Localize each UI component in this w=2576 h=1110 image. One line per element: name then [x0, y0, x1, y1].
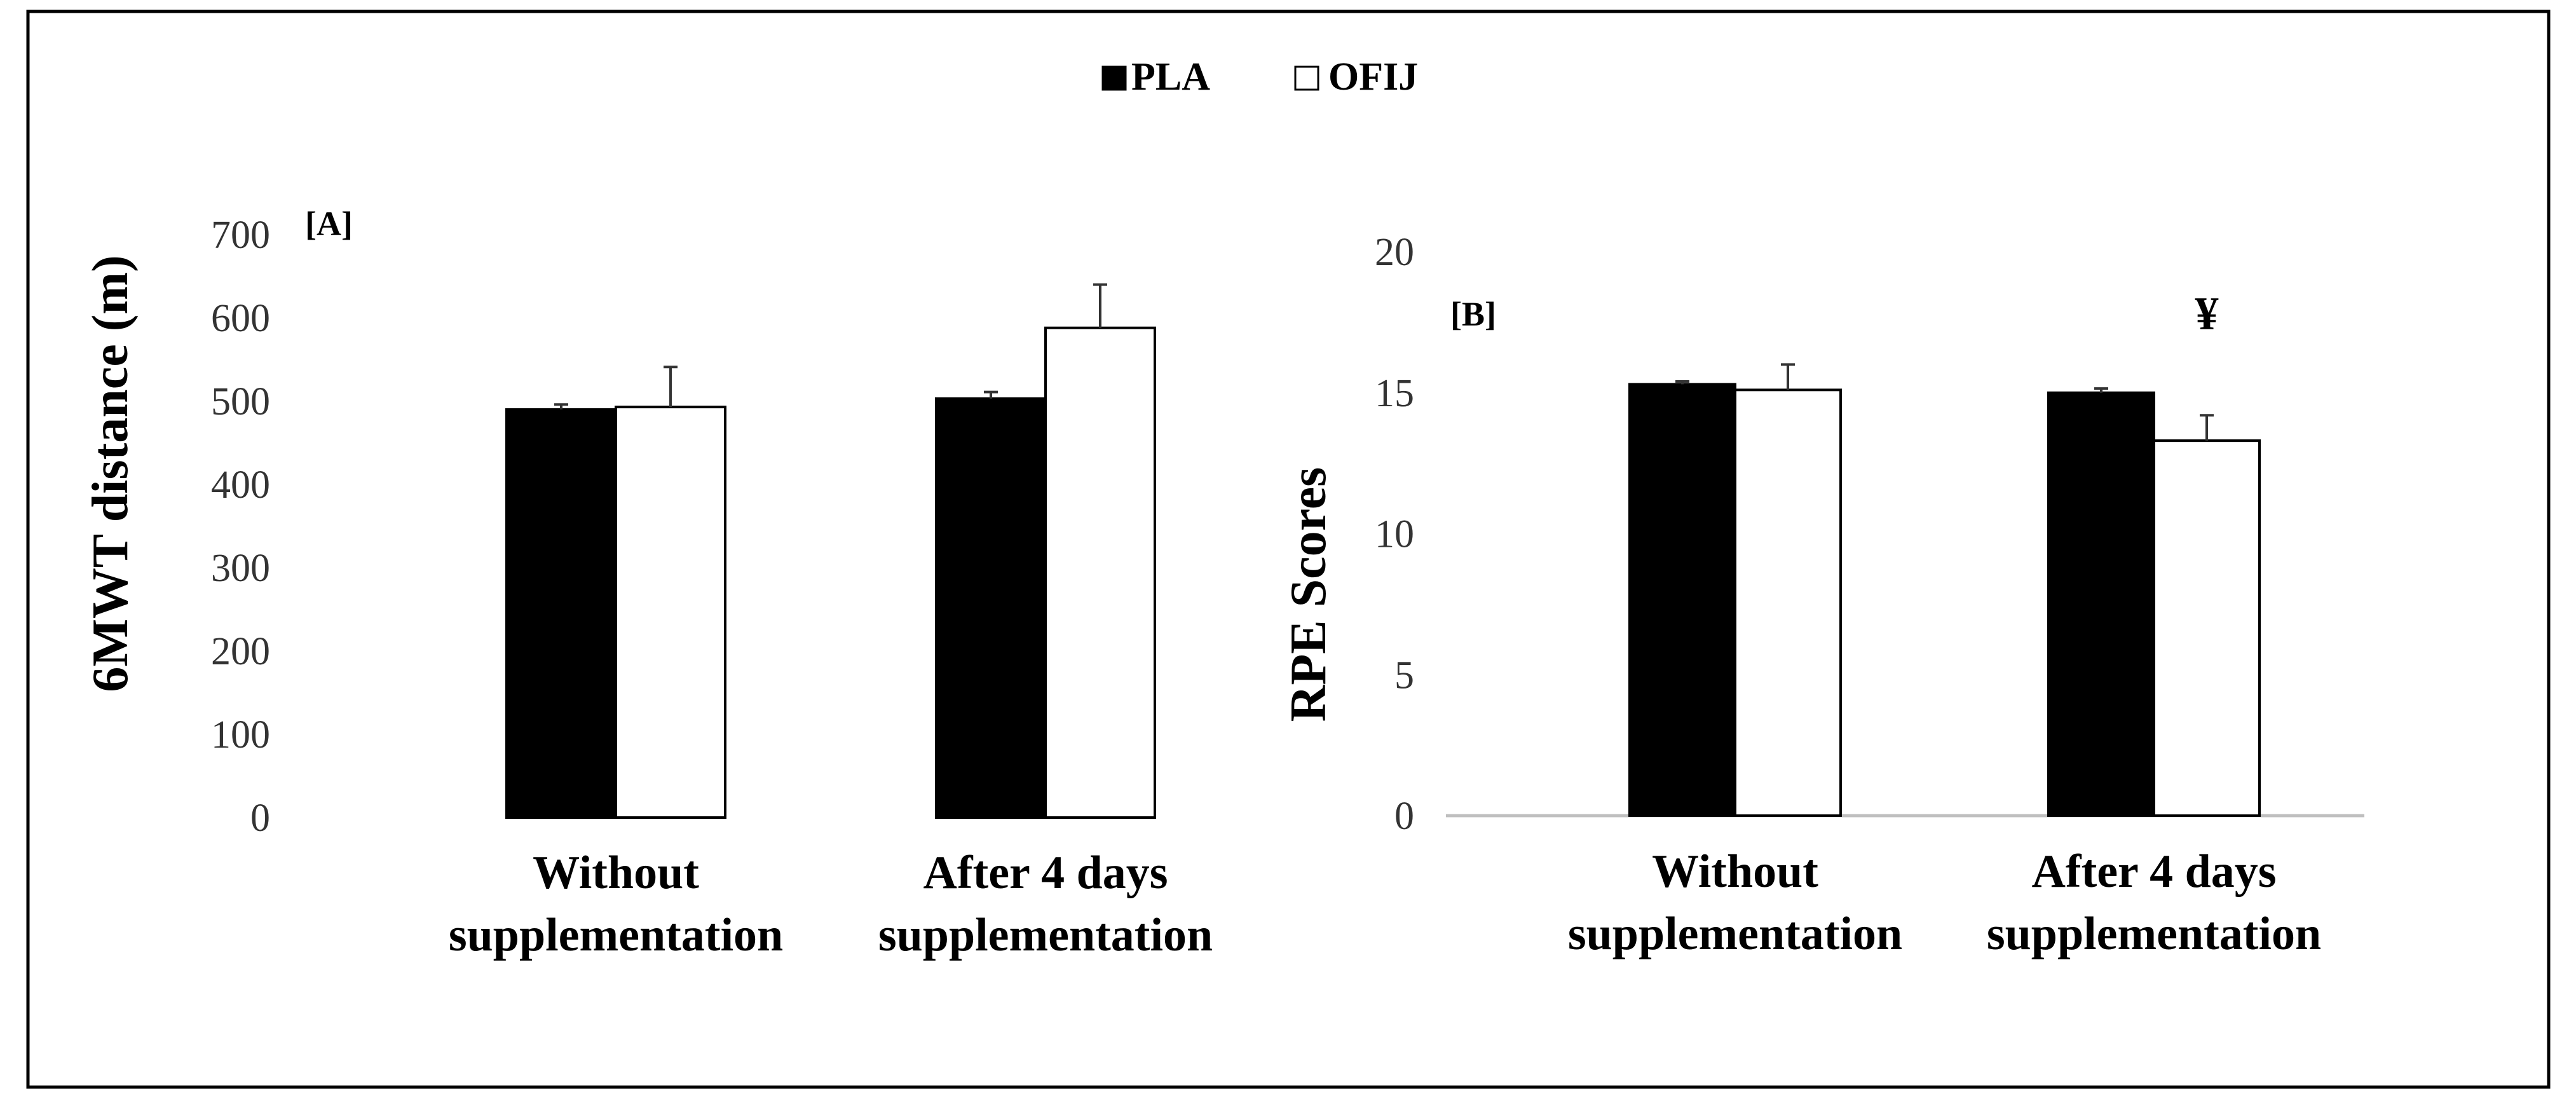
- panel-b-annotations: ¥: [2195, 288, 2219, 340]
- panel-b-y-tick-label: 0: [1394, 795, 1414, 838]
- panel-b-y-tick-label: 10: [1375, 513, 1414, 556]
- panel-a-y-tick-label: 600: [211, 297, 270, 340]
- chart-panel-a: [A] 6MWT distance (m) 0 100 200 300 400 500 60…: [83, 205, 1213, 961]
- panel-a-y-tick-label: 700: [211, 214, 270, 257]
- legend-label-ofij: OFIJ: [1328, 55, 1418, 99]
- panel-a-y-ticks: 0 100 200 300 400 500 600 700: [211, 214, 270, 840]
- panel-a-category-label: After 4 days: [923, 847, 1168, 899]
- panel-a-category-label: Without: [533, 847, 699, 899]
- panel-b-category-label: After 4 days: [2031, 846, 2276, 898]
- legend-swatch-pla: [1101, 65, 1127, 91]
- panel-a-category-labels: Without supplementation After 4 days supple…: [449, 847, 1213, 961]
- panel-a-y-tick-label: 300: [211, 547, 270, 590]
- panel-b-bar-ofij-2: [2153, 439, 2261, 817]
- panel-b-significance-mark: ¥: [2195, 288, 2219, 340]
- legend-swatch-ofij: [1294, 65, 1319, 91]
- panel-b-bar-ofij-1: [1734, 388, 1842, 817]
- panel-b-y-tick-label: 5: [1394, 654, 1414, 697]
- panel-a-y-tick-label: 500: [211, 380, 270, 423]
- panel-b-y-tick-label: 15: [1375, 372, 1414, 415]
- legend-label-pla: PLA: [1131, 55, 1210, 99]
- panel-a-label: [A]: [305, 205, 353, 243]
- chart-panel-b: [B] RPE Scores 0 5 10 15 20 Without supplemen…: [1281, 231, 2364, 960]
- panel-b-category-label: supplementation: [1987, 908, 2321, 960]
- panel-a-bar-pla-1: [505, 408, 617, 819]
- panel-b-category-label: Without: [1652, 846, 1818, 898]
- panel-b-y-axis-title: RPE Scores: [1281, 467, 1337, 722]
- panel-a-error-bars: [554, 283, 1107, 410]
- panel-a-bar-pla-2: [935, 397, 1047, 819]
- legend: PLA OFIJ: [1101, 55, 1418, 99]
- panel-a-y-tick-label: 100: [211, 713, 270, 757]
- panel-b-category-label: supplementation: [1568, 908, 1902, 960]
- panel-a-category-label: supplementation: [449, 909, 783, 961]
- panel-a-bars: [505, 326, 1156, 819]
- panel-a-y-tick-label: 400: [211, 463, 270, 507]
- panel-b-label: [B]: [1450, 295, 1496, 333]
- panel-b-error-bars: [1675, 363, 2214, 441]
- panel-b-bar-pla-2: [2047, 391, 2155, 817]
- panel-b-bars: [1628, 383, 2261, 817]
- panel-b-bar-pla-1: [1628, 383, 1736, 817]
- panel-b-y-ticks: 0 5 10 15 20: [1375, 231, 1414, 838]
- panel-a-category-label: supplementation: [878, 909, 1213, 961]
- panel-b-y-tick-label: 20: [1375, 231, 1414, 274]
- panel-a-y-tick-label: 200: [211, 630, 270, 673]
- panel-a-y-tick-label: 0: [250, 797, 270, 840]
- panel-b-category-labels: Without supplementation After 4 days supple…: [1568, 846, 2321, 960]
- panel-a-bar-ofij-1: [615, 406, 726, 819]
- panel-a-bar-ofij-2: [1044, 326, 1156, 819]
- panel-a-y-axis-title: 6MWT distance (m): [83, 255, 139, 692]
